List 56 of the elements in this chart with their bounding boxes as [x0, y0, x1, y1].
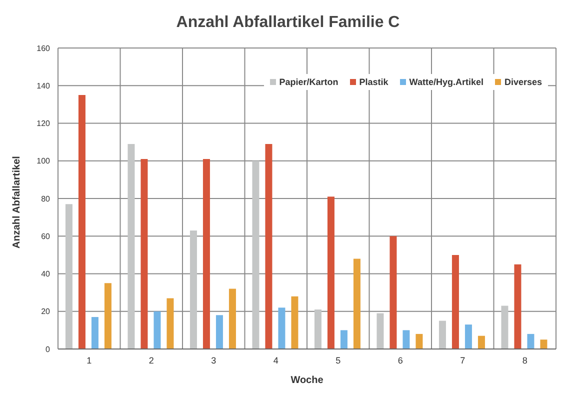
bar	[128, 144, 135, 349]
bar	[452, 254, 459, 349]
y-tick-label: 80	[41, 194, 51, 204]
y-tick-label: 20	[41, 307, 51, 316]
legend-label: Diverses	[503, 77, 542, 87]
bar	[376, 313, 384, 349]
legend-label: Plastik	[358, 77, 388, 87]
bar	[78, 95, 86, 349]
x-tick-label: 4	[273, 355, 278, 366]
y-tick-label: 60	[41, 232, 51, 241]
bar	[216, 315, 223, 349]
bar	[154, 311, 161, 349]
x-tick-label: 7	[460, 355, 466, 366]
x-tick-label: 8	[522, 355, 528, 366]
x-tick-label: 2	[148, 355, 154, 366]
bar	[228, 288, 236, 349]
bar	[340, 330, 348, 349]
bar	[416, 334, 423, 349]
bar	[278, 308, 286, 349]
y-tick-label: 100	[36, 156, 51, 166]
bar	[353, 258, 360, 349]
x-tick-label: 6	[398, 355, 403, 366]
legend-label: Papier/Karton	[278, 77, 338, 87]
bar	[190, 230, 197, 349]
bar	[291, 296, 298, 349]
x-axis-title: Woche	[290, 375, 324, 386]
bar	[478, 336, 485, 349]
x-tick-label: 1	[86, 355, 92, 366]
bar	[202, 158, 210, 349]
bar	[438, 320, 446, 349]
bar	[501, 306, 508, 349]
bar	[390, 236, 397, 349]
bar	[140, 158, 148, 349]
bar	[540, 340, 548, 349]
bar	[464, 324, 472, 349]
bar	[314, 309, 322, 349]
x-tick-label: 5	[336, 355, 341, 366]
bar	[104, 283, 112, 349]
y-tick-label: 120	[36, 119, 51, 128]
y-tick-label: 140	[36, 81, 51, 90]
bar	[166, 298, 174, 349]
bar	[65, 204, 72, 349]
y-axis-title: Anzahl Abfallartikel	[12, 156, 23, 248]
y-tick-label: 0	[46, 344, 51, 354]
x-tick-label: 3	[211, 355, 216, 366]
bar	[91, 317, 98, 349]
bar	[327, 196, 334, 349]
bar	[265, 144, 272, 349]
chart-title: Anzahl Abfallartikel Familie C	[175, 14, 401, 32]
legend-label: Watte/Hyg.Artikel	[408, 77, 484, 87]
bar	[527, 334, 534, 349]
y-tick-label: 40	[41, 270, 51, 279]
y-tick-label: 160	[36, 44, 51, 53]
bar	[514, 264, 522, 349]
bar	[252, 160, 260, 349]
bar	[402, 330, 410, 349]
